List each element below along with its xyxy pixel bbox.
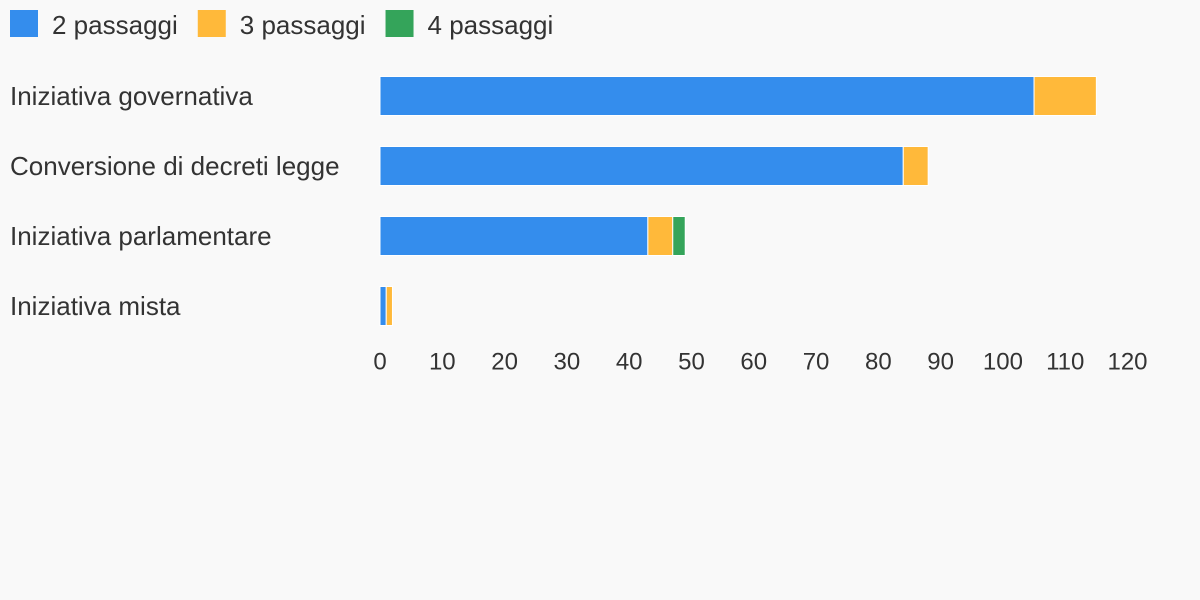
legend-label: 2 passaggi — [52, 10, 178, 40]
x-tick-label: 60 — [740, 348, 767, 375]
y-tick-label: Conversione di decreti legge — [10, 151, 340, 181]
bar-segment — [379, 146, 904, 186]
legend-swatch — [10, 10, 38, 37]
x-tick-label: 90 — [927, 348, 954, 375]
x-tick-label: 80 — [865, 348, 892, 375]
y-tick-label: Iniziativa parlamentare — [10, 221, 272, 251]
bar-segment — [385, 286, 393, 326]
bar-segment — [379, 216, 649, 256]
legend-label: 4 passaggi — [428, 10, 554, 40]
x-tick-label: 70 — [803, 348, 830, 375]
bar-segment — [672, 216, 686, 256]
legend-swatch — [197, 10, 226, 37]
x-tick-label: 30 — [554, 348, 581, 375]
x-tick-label: 50 — [678, 348, 705, 375]
y-tick-label: Iniziativa governativa — [10, 81, 253, 111]
bar-segment — [902, 146, 929, 186]
bar-segment — [379, 76, 1035, 116]
x-tick-label: 120 — [1107, 348, 1147, 375]
legend-label: 3 passaggi — [240, 10, 366, 40]
x-tick-label: 20 — [491, 348, 518, 375]
x-tick-label: 0 — [373, 348, 386, 375]
x-tick-label: 10 — [429, 348, 456, 375]
bar-segment — [1033, 76, 1097, 116]
bar-segment — [647, 216, 674, 256]
x-tick-label: 40 — [616, 348, 643, 375]
x-tick-label: 110 — [1046, 348, 1084, 375]
y-tick-label: Iniziativa mista — [10, 291, 181, 321]
legend-swatch — [385, 10, 414, 37]
bar-segment — [379, 286, 387, 326]
x-tick-label: 100 — [983, 348, 1023, 375]
